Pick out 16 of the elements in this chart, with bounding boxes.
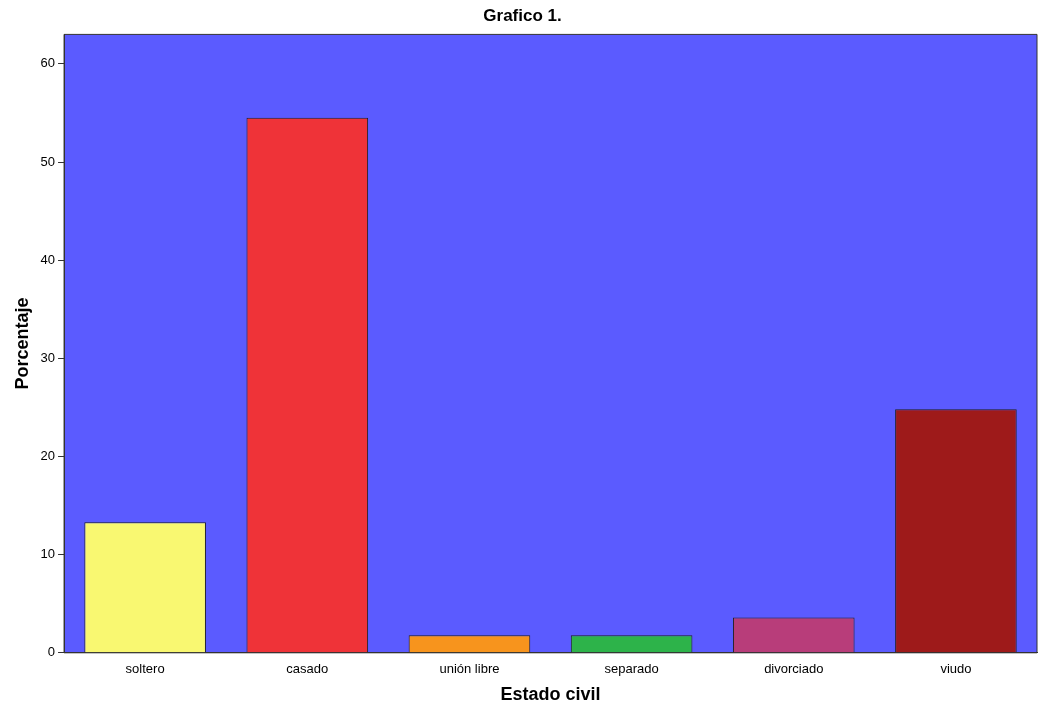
x-axis-title: Estado civil bbox=[500, 684, 601, 705]
x-tick-label: unión libre bbox=[439, 661, 500, 677]
y-tick-label: 30 bbox=[40, 349, 56, 365]
y-tick-label: 60 bbox=[40, 55, 56, 71]
y-tick-label: 20 bbox=[40, 448, 56, 464]
y-tick-label: 10 bbox=[40, 546, 56, 562]
x-tick-label: viudo bbox=[940, 661, 972, 677]
y-axis-title: Porcentaje bbox=[11, 297, 32, 390]
y-tick-label: 50 bbox=[40, 153, 56, 169]
chart-title: Grafico 1. bbox=[483, 5, 562, 25]
x-tick-label: divorciado bbox=[764, 661, 824, 677]
x-tick-label: soltero bbox=[125, 661, 165, 677]
x-tick-label: separado bbox=[604, 661, 659, 677]
x-tick-label: casado bbox=[286, 661, 329, 677]
y-tick-label: 0 bbox=[47, 644, 56, 660]
y-tick-label: 40 bbox=[40, 251, 56, 267]
